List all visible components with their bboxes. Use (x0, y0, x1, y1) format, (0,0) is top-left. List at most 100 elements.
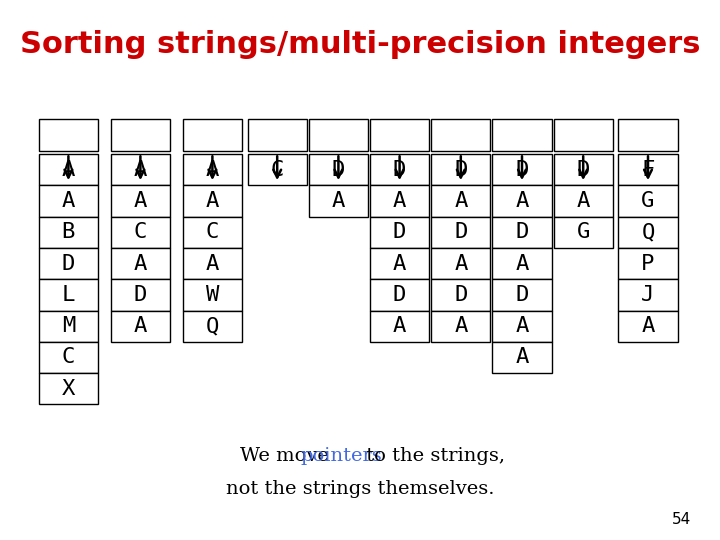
Bar (370, 185, 429, 217)
Text: A: A (206, 159, 219, 180)
Text: C: C (62, 347, 75, 368)
Bar (111, 217, 170, 248)
Bar (183, 119, 242, 151)
Bar (431, 119, 490, 151)
Text: G: G (642, 191, 654, 211)
Bar (111, 279, 170, 310)
Text: D: D (134, 285, 147, 305)
Bar (431, 248, 490, 279)
Bar (618, 310, 678, 342)
Text: A: A (454, 191, 467, 211)
Bar (111, 248, 170, 279)
Bar (618, 185, 678, 217)
Text: D: D (454, 222, 467, 242)
Bar (431, 185, 490, 217)
Bar (492, 279, 552, 310)
Text: A: A (516, 347, 528, 368)
Bar (492, 185, 552, 217)
Text: A: A (393, 253, 406, 274)
Text: J: J (642, 285, 654, 305)
Bar (183, 154, 242, 185)
Bar (431, 310, 490, 342)
Text: X: X (62, 379, 75, 399)
Text: L: L (62, 285, 75, 305)
Text: A: A (393, 316, 406, 336)
Bar (492, 119, 552, 151)
Bar (618, 279, 678, 310)
Bar (618, 248, 678, 279)
Text: F: F (642, 159, 654, 180)
Bar (309, 185, 368, 217)
Bar (111, 185, 170, 217)
Text: A: A (642, 316, 654, 336)
Bar (554, 185, 613, 217)
Text: A: A (206, 191, 219, 211)
Bar (39, 154, 98, 185)
Bar (111, 119, 170, 151)
Text: A: A (134, 253, 147, 274)
Text: A: A (393, 191, 406, 211)
Text: D: D (62, 253, 75, 274)
Text: D: D (393, 285, 406, 305)
Text: A: A (134, 159, 147, 180)
Text: C: C (206, 222, 219, 242)
Bar (554, 154, 613, 185)
Text: D: D (454, 285, 467, 305)
Text: D: D (516, 222, 528, 242)
Text: A: A (62, 159, 75, 180)
Text: A: A (516, 253, 528, 274)
Text: Q: Q (206, 316, 219, 336)
Text: D: D (516, 285, 528, 305)
Bar (183, 217, 242, 248)
Bar (309, 119, 368, 151)
Text: D: D (516, 159, 528, 180)
Text: A: A (206, 253, 219, 274)
Text: G: G (577, 222, 590, 242)
Bar (492, 310, 552, 342)
Bar (492, 248, 552, 279)
Text: We move: We move (240, 447, 336, 465)
Text: D: D (577, 159, 590, 180)
Bar (554, 119, 613, 151)
Text: D: D (454, 159, 467, 180)
Bar (431, 154, 490, 185)
Bar (431, 217, 490, 248)
Text: not the strings themselves.: not the strings themselves. (226, 480, 494, 498)
Bar (370, 154, 429, 185)
Bar (618, 154, 678, 185)
Bar (618, 217, 678, 248)
Bar (431, 279, 490, 310)
Bar (370, 119, 429, 151)
Text: A: A (577, 191, 590, 211)
Text: P: P (642, 253, 654, 274)
Bar (111, 154, 170, 185)
Text: A: A (134, 191, 147, 211)
Bar (39, 310, 98, 342)
Text: B: B (62, 222, 75, 242)
Text: C: C (271, 159, 284, 180)
Bar (183, 279, 242, 310)
Bar (39, 373, 98, 404)
Bar (39, 217, 98, 248)
Bar (39, 248, 98, 279)
Text: 54: 54 (672, 511, 691, 526)
Text: M: M (62, 316, 75, 336)
Bar (111, 310, 170, 342)
Text: C: C (134, 222, 147, 242)
Bar (370, 217, 429, 248)
Text: A: A (454, 316, 467, 336)
Bar (309, 154, 368, 185)
Text: A: A (516, 191, 528, 211)
Bar (554, 217, 613, 248)
Bar (370, 279, 429, 310)
Bar (492, 154, 552, 185)
Text: D: D (393, 222, 406, 242)
Bar (183, 185, 242, 217)
Text: Q: Q (642, 222, 654, 242)
Text: A: A (454, 253, 467, 274)
Bar (492, 342, 552, 373)
Bar (39, 342, 98, 373)
Text: to the strings,: to the strings, (360, 447, 505, 465)
Text: W: W (206, 285, 219, 305)
Text: pointers: pointers (300, 447, 382, 465)
